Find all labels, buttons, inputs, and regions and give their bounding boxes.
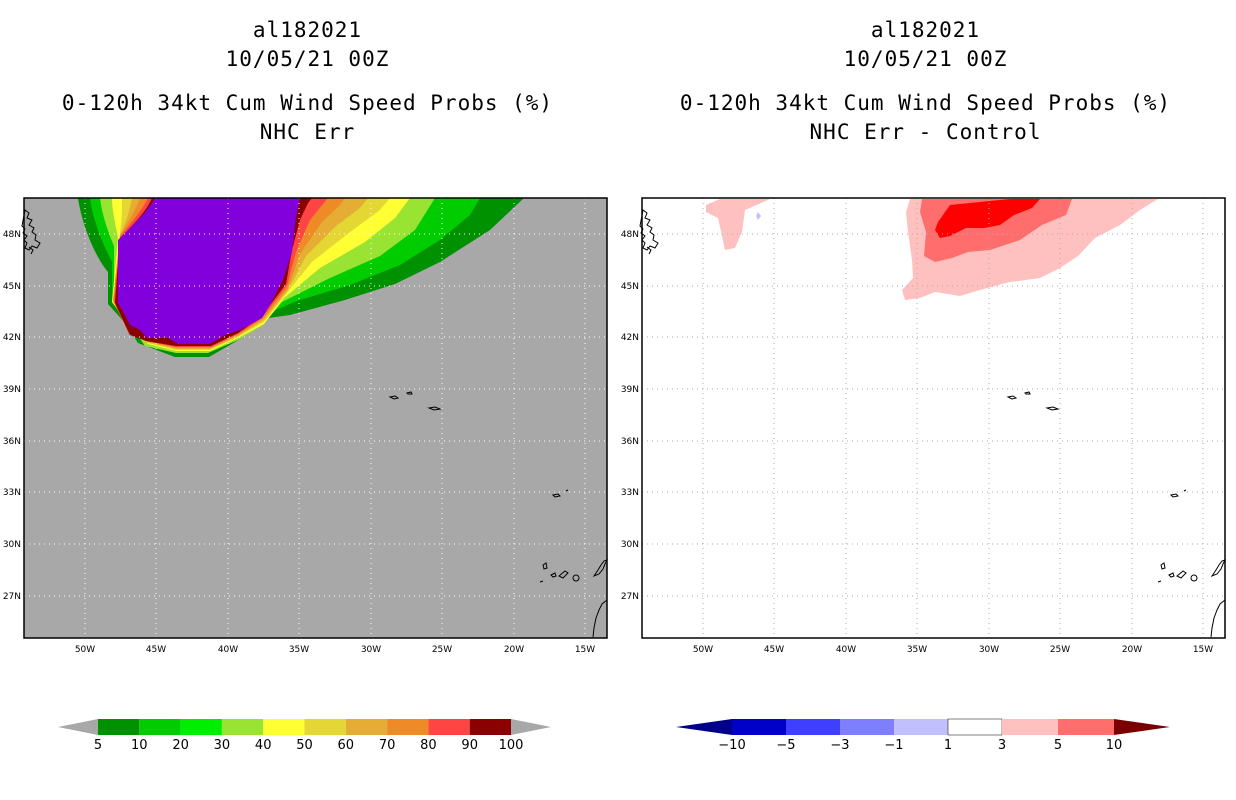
lon-label: 50W xyxy=(75,645,95,655)
lat-label: 42N xyxy=(621,333,639,343)
right-colorbar: −10 −5 −3 −1 1 3 5 10 xyxy=(676,718,1170,753)
left-colorbar-label: 10 xyxy=(131,738,148,753)
lon-label: 40W xyxy=(836,645,856,655)
right-colorbar-swatch xyxy=(947,718,1003,736)
lon-label: 50W xyxy=(693,645,713,655)
lat-label: 27N xyxy=(3,592,21,602)
right-date: 10/05/21 00Z xyxy=(843,47,1008,71)
right-colorbar-swatch xyxy=(732,719,786,735)
lat-label: 39N xyxy=(3,385,21,395)
lon-label: 30W xyxy=(979,645,999,655)
right-product-title: 0-120h 34kt Cum Wind Speed Probs (%) xyxy=(679,91,1172,115)
lat-label: 45N xyxy=(621,282,639,292)
lon-label: 30W xyxy=(361,645,381,655)
lat-label: 48N xyxy=(3,230,21,240)
lon-label: 25W xyxy=(432,645,452,655)
right-colorbar-swatch xyxy=(1002,719,1058,735)
left-subtitle: NHC Err xyxy=(259,120,356,144)
left-colorbar-swatch xyxy=(428,719,470,735)
lat-label: 33N xyxy=(3,488,21,498)
right-colorbar-swatch xyxy=(840,719,894,735)
left-graticule xyxy=(24,198,607,638)
left-colorbar-swatch xyxy=(139,719,181,735)
lat-label: 36N xyxy=(621,437,639,447)
left-colorbar-swatch xyxy=(98,719,140,735)
left-colorbar-swatch xyxy=(263,719,305,735)
right-colorbar-low-extend xyxy=(676,719,732,735)
left-colorbar-label: 90 xyxy=(461,738,478,753)
lat-label: 36N xyxy=(3,437,21,447)
left-colorbar-label: 50 xyxy=(296,738,313,753)
left-colorbar-label: 40 xyxy=(255,738,272,753)
lat-label: 42N xyxy=(3,333,21,343)
lat-label: 39N xyxy=(621,385,639,395)
right-colorbar-label: 5 xyxy=(1054,738,1062,753)
left-colorbar-low-extend xyxy=(58,719,98,735)
right-title-block: al182021 10/05/21 00Z 0-120h 34kt Cum Wi… xyxy=(633,16,1218,147)
left-colorbar-swatch xyxy=(469,719,511,735)
left-colorbar-label: 60 xyxy=(338,738,355,753)
lat-label: 30N xyxy=(3,540,21,550)
right-colorbar-label: −1 xyxy=(884,738,903,753)
lat-label: 48N xyxy=(621,230,639,240)
left-colorbar-label: 20 xyxy=(172,738,189,753)
lon-label: 35W xyxy=(907,645,927,655)
right-colorbar-swatch xyxy=(894,719,948,735)
lat-label: 45N xyxy=(3,282,21,292)
right-axis-labels: 48N 45N 42N 39N 36N 33N 30N 27N 50W 45W … xyxy=(621,230,1213,655)
right-colorbar-high-extend xyxy=(1114,719,1170,735)
lon-label: 20W xyxy=(1122,645,1142,655)
right-colorbar-label: 3 xyxy=(998,738,1006,753)
left-colorbar-swatch xyxy=(387,719,429,735)
lat-label: 27N xyxy=(621,592,639,602)
left-probability-contours xyxy=(78,198,524,357)
left-axis-labels: 48N 45N 42N 39N 36N 33N 30N 27N 50W 45W … xyxy=(3,230,595,655)
right-colorbar-label: 1 xyxy=(944,738,952,753)
left-map-frame xyxy=(23,197,608,639)
left-colorbar-swatch xyxy=(304,719,346,735)
lon-label: 25W xyxy=(1050,645,1070,655)
lon-label: 40W xyxy=(218,645,238,655)
left-colorbar-label: 100 xyxy=(499,738,524,753)
right-graticule xyxy=(642,198,1225,638)
right-colorbar-label: −5 xyxy=(776,738,795,753)
right-difference-contours xyxy=(706,199,1158,300)
lon-label: 20W xyxy=(504,645,524,655)
left-title-block: al182021 10/05/21 00Z 0-120h 34kt Cum Wi… xyxy=(15,16,600,147)
right-colorbar-swatch xyxy=(1058,719,1114,735)
lon-label: 45W xyxy=(146,645,166,655)
left-colorbar-high-extend xyxy=(511,719,551,735)
lat-label: 33N xyxy=(621,488,639,498)
right-storm-id: al182021 xyxy=(870,18,981,42)
left-colorbar-label: 80 xyxy=(420,738,437,753)
lon-label: 35W xyxy=(289,645,309,655)
left-colorbar: 5 10 20 30 40 50 60 70 80 90 100 xyxy=(58,719,551,753)
right-map-frame xyxy=(641,197,1226,639)
right-colorbar-label: −3 xyxy=(830,738,849,753)
right-colorbar-swatch xyxy=(786,719,840,735)
left-colorbar-label: 70 xyxy=(379,738,396,753)
right-map xyxy=(639,197,1226,639)
left-colorbar-swatch xyxy=(345,719,388,735)
left-product-title: 0-120h 34kt Cum Wind Speed Probs (%) xyxy=(61,91,554,115)
left-map xyxy=(21,197,608,639)
left-storm-id: al182021 xyxy=(252,18,363,42)
left-date: 10/05/21 00Z xyxy=(225,47,390,71)
lat-label: 30N xyxy=(621,540,639,550)
right-colorbar-label: 10 xyxy=(1106,738,1123,753)
left-colorbar-swatch xyxy=(180,719,222,735)
lon-label: 15W xyxy=(1193,645,1213,655)
left-colorbar-label: 5 xyxy=(94,738,102,753)
right-colorbar-label: −10 xyxy=(718,738,745,753)
left-colorbar-swatch xyxy=(221,719,264,735)
lon-label: 15W xyxy=(575,645,595,655)
lon-label: 45W xyxy=(764,645,784,655)
left-colorbar-label: 30 xyxy=(214,738,231,753)
right-subtitle: NHC Err - Control xyxy=(809,120,1042,144)
